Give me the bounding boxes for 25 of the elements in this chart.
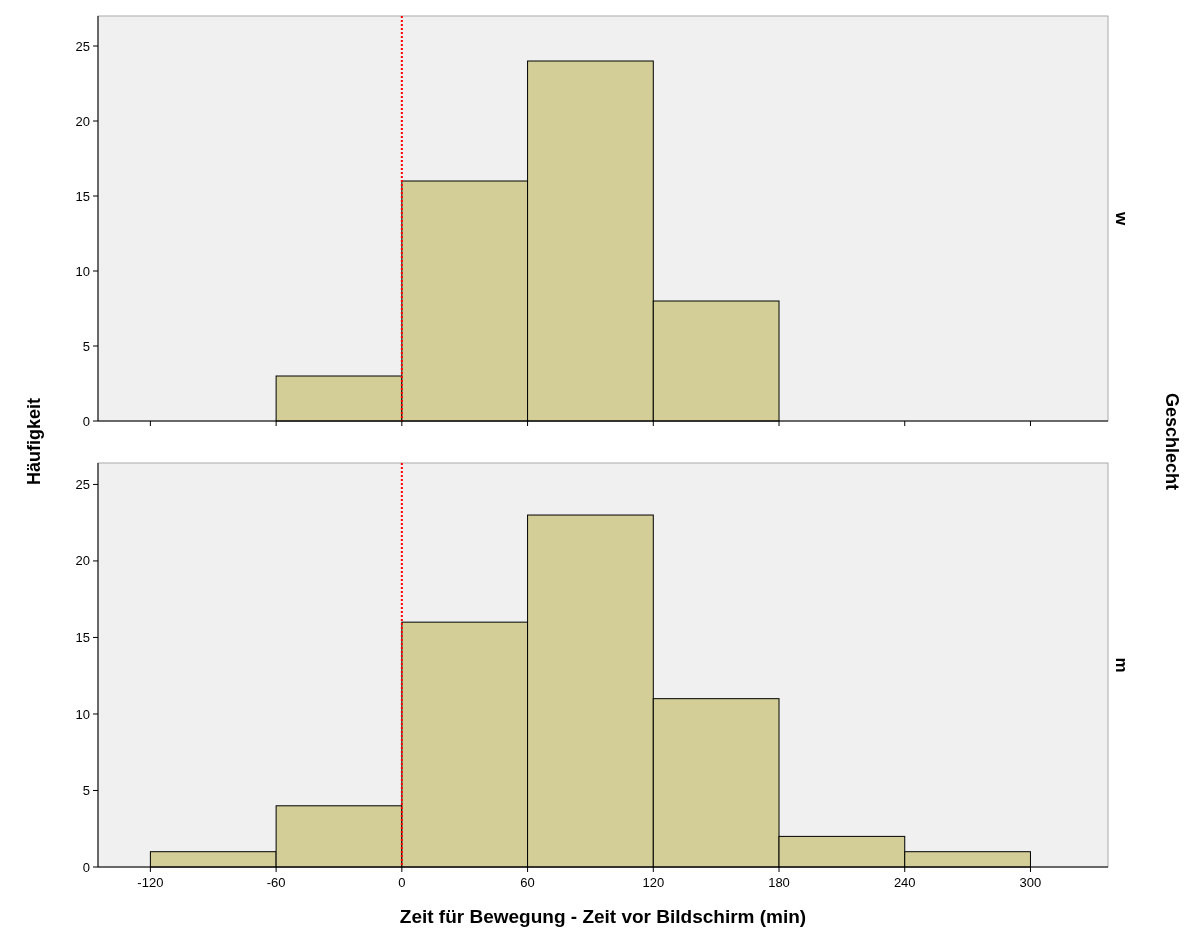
y-tick-label: 25 bbox=[75, 38, 90, 54]
text: w bbox=[1112, 210, 1132, 226]
x-tick-label: 0 bbox=[398, 875, 406, 890]
y2-axis-title: Geschlecht bbox=[1162, 392, 1182, 491]
y-tick-label: 10 bbox=[75, 706, 90, 722]
y-tick-label: 5 bbox=[82, 783, 90, 799]
y-tick-label: 0 bbox=[82, 413, 90, 429]
y-tick-label: 20 bbox=[75, 113, 90, 129]
y-tick-label: 25 bbox=[75, 476, 90, 492]
x-tick-label: 120 bbox=[642, 875, 665, 890]
y-tick-label: 20 bbox=[75, 553, 90, 569]
x-tick-label: -60 bbox=[266, 875, 286, 890]
x-tick-label: -120 bbox=[137, 875, 164, 890]
x-tick-label: 240 bbox=[893, 875, 916, 890]
y-tick-label: 0 bbox=[82, 859, 90, 875]
y-axis-title: Häufigkeit bbox=[24, 397, 44, 486]
y-tick-label: 5 bbox=[82, 338, 90, 354]
y-tick-label: 10 bbox=[75, 263, 90, 279]
y-tick-label: 15 bbox=[75, 630, 90, 645]
x-axis-title: Zeit für Bewegung - Zeit vor Bildschirm (min) bbox=[399, 906, 807, 927]
x-tick-label: 60 bbox=[520, 875, 535, 890]
y-tick-label: 15 bbox=[75, 188, 90, 204]
x-tick-label: 180 bbox=[768, 875, 790, 890]
text: m bbox=[1112, 657, 1132, 673]
x-tick-label: 300 bbox=[1019, 875, 1042, 890]
